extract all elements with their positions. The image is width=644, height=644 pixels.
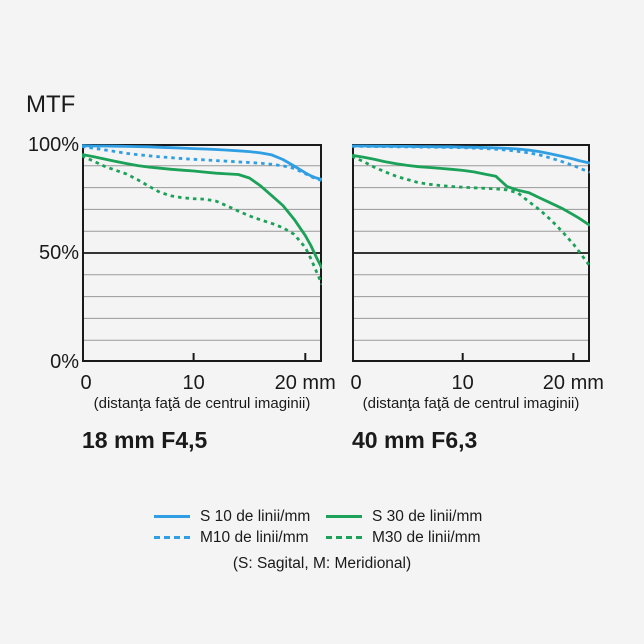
y-tick-label-100: 100% [27,134,79,156]
chart-title-40mm: 40 mm F6,3 [352,427,478,453]
legend-row-solid: S 10 de linii/mm S 30 de linii/mm [0,506,644,527]
legend-line-s10-icon [154,515,190,518]
plot-area-18mm [82,144,322,362]
chart-panel-18mm: 0 10 20 mm (distanţa faţă de centrul ima… [80,144,336,453]
x-tick-label-0: 0 [80,372,92,394]
chart-panel-40mm: 0 10 20 mm (distanţa faţă de centrul ima… [350,144,604,453]
x-axis-caption: (distanţa faţă de centrul imaginii) [362,395,580,412]
y-tick-label-50: 50% [38,242,79,264]
plot-area-40mm [352,144,590,362]
x-tick-label-20mm: 20 mm [542,372,604,394]
x-axis-caption: (distanţa faţă de centrul imaginii) [93,395,311,412]
legend: S 10 de linii/mm S 30 de linii/mm M10 de… [0,506,644,573]
legend-label-s10: S 10 de linii/mm [200,507,311,525]
legend-caption: (S: Sagital, M: Meridional) [232,555,412,572]
legend-line-m10-icon [154,536,190,539]
x-tick-label-20mm: 20 mm [274,372,336,394]
legend-label-s30: S 30 de linii/mm [372,507,483,525]
legend-line-m30-icon [326,536,362,539]
legend-label-m30: M30 de linii/mm [372,528,481,546]
x-tick-label-10: 10 [451,372,474,394]
y-tick-label-0: 0% [50,351,79,373]
legend-label-m10: M10 de linii/mm [200,528,309,546]
legend-row-dashed: M10 de linii/mm M30 de linii/mm [0,527,644,548]
x-tick-label-10: 10 [182,372,205,394]
x-tick-label-0: 0 [350,372,362,394]
chart-title-18mm: 18 mm F4,5 [82,427,208,453]
legend-line-s30-icon [326,515,362,518]
y-axis-title: MTF [26,91,76,118]
